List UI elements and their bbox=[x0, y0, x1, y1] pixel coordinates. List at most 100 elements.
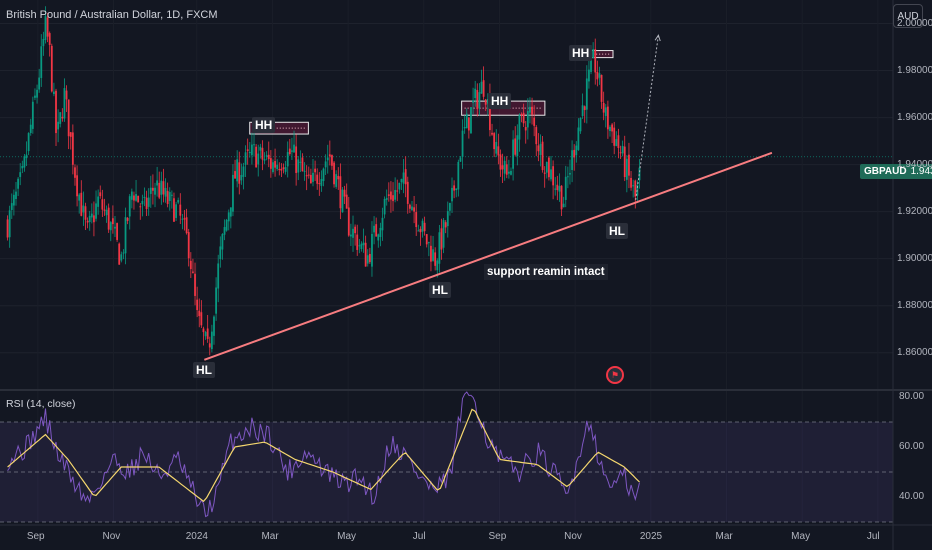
hh-label-3: HH bbox=[569, 45, 593, 61]
rsi-title: RSI (14, close) bbox=[6, 398, 76, 410]
candle-body bbox=[516, 135, 519, 157]
candle-body bbox=[276, 164, 279, 170]
candle-body bbox=[111, 218, 114, 225]
candle-body bbox=[295, 146, 298, 173]
candle-body bbox=[590, 57, 592, 72]
candle-body bbox=[613, 127, 616, 146]
hl-label-3: HL bbox=[606, 223, 628, 239]
candle-body bbox=[375, 224, 378, 237]
candle-body bbox=[181, 218, 184, 220]
currency-button[interactable]: AUD bbox=[893, 4, 923, 28]
candle-body bbox=[246, 149, 249, 152]
hh-label-2: HH bbox=[488, 93, 512, 109]
candle-body bbox=[244, 152, 247, 165]
candle-body bbox=[362, 242, 365, 246]
candle-body bbox=[360, 243, 363, 250]
candle-body bbox=[269, 158, 272, 169]
candle-body bbox=[61, 116, 64, 119]
candle-body bbox=[257, 153, 260, 165]
candle-body bbox=[529, 106, 531, 113]
candle-body bbox=[638, 167, 641, 181]
candle-body bbox=[280, 168, 283, 171]
candle-body bbox=[602, 102, 605, 113]
candle-body bbox=[541, 141, 544, 171]
candle-body bbox=[579, 117, 582, 132]
candle-body bbox=[328, 154, 331, 157]
candle-body bbox=[71, 132, 74, 165]
candle-body bbox=[267, 154, 270, 160]
price-tick-label: 1.90000 bbox=[897, 252, 932, 264]
candle-body bbox=[396, 190, 399, 192]
projection-arrow[interactable] bbox=[635, 34, 661, 200]
candle-body bbox=[301, 157, 304, 172]
candle-body bbox=[478, 92, 481, 109]
candle-body bbox=[350, 234, 352, 237]
candle-body bbox=[611, 124, 613, 132]
hl-label-2: HL bbox=[429, 282, 451, 298]
candle-body bbox=[293, 144, 295, 153]
price-tick-label: 1.88000 bbox=[897, 299, 932, 311]
candle-body bbox=[31, 101, 34, 129]
candle-body bbox=[411, 206, 413, 211]
candle-body bbox=[55, 90, 57, 134]
candle-body bbox=[133, 195, 135, 201]
time-tick-label: May bbox=[337, 531, 357, 542]
candle-body bbox=[261, 147, 264, 160]
candle-body bbox=[501, 165, 504, 170]
candle-body bbox=[25, 154, 28, 159]
time-tick-label: Sep bbox=[26, 531, 45, 542]
candle-body bbox=[126, 217, 129, 221]
candle-body bbox=[459, 157, 462, 162]
candle-body bbox=[440, 228, 443, 250]
candle-body bbox=[339, 176, 342, 209]
resistance-box bbox=[249, 121, 309, 135]
candle-body bbox=[470, 107, 472, 134]
candle-body bbox=[36, 89, 38, 98]
candle-body bbox=[489, 95, 491, 131]
candle-body bbox=[474, 88, 477, 99]
candle-body bbox=[57, 121, 60, 130]
candle-body bbox=[598, 73, 601, 78]
candle-body bbox=[467, 117, 470, 131]
candle-body bbox=[453, 185, 456, 191]
candle-body bbox=[326, 157, 329, 161]
candle-body bbox=[522, 112, 525, 124]
time-tick-label: Nov bbox=[102, 531, 121, 542]
candle-body bbox=[419, 228, 422, 233]
candle-body bbox=[430, 245, 432, 262]
candle-body bbox=[352, 228, 354, 238]
candle-body bbox=[432, 249, 434, 261]
candle-body bbox=[265, 155, 268, 157]
support-trendline[interactable] bbox=[203, 151, 773, 361]
resistance-boxes bbox=[249, 50, 614, 135]
candle-body bbox=[130, 191, 133, 200]
candle-body bbox=[381, 217, 384, 231]
candle-body bbox=[406, 181, 409, 204]
candle-body bbox=[139, 206, 142, 208]
candle-body bbox=[200, 312, 203, 326]
candle-body bbox=[202, 328, 205, 333]
candle-body bbox=[486, 99, 489, 104]
candle-body bbox=[86, 220, 89, 223]
candle-body bbox=[615, 139, 618, 147]
candle-body bbox=[596, 71, 599, 80]
candle-body bbox=[170, 194, 173, 196]
candle-body bbox=[465, 113, 468, 129]
price-tick-label: 1.86000 bbox=[897, 346, 932, 358]
candle-body bbox=[229, 207, 232, 217]
candle-body bbox=[427, 242, 430, 244]
price-gridlines bbox=[0, 23, 893, 354]
candle-body bbox=[449, 202, 451, 211]
candle-body bbox=[472, 100, 474, 103]
candle-body bbox=[109, 222, 112, 231]
candle-body bbox=[566, 176, 569, 178]
earnings-flag-icon[interactable]: ⚑ bbox=[606, 366, 624, 384]
candle-body bbox=[286, 152, 289, 167]
candle-body bbox=[46, 17, 49, 37]
candle-body bbox=[80, 192, 83, 216]
candle-body bbox=[158, 182, 161, 198]
candle-body bbox=[322, 168, 325, 182]
candle-body bbox=[575, 145, 578, 156]
